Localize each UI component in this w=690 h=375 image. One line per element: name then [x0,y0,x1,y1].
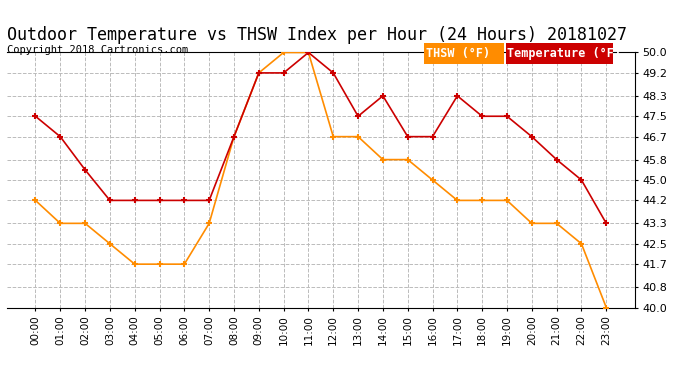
Text: Outdoor Temperature vs THSW Index per Hour (24 Hours) 20181027: Outdoor Temperature vs THSW Index per Ho… [8,26,627,44]
Text: THSW (°F): THSW (°F) [426,47,490,60]
Text: Copyright 2018 Cartronics.com: Copyright 2018 Cartronics.com [7,45,188,55]
Text: Temperature (°F): Temperature (°F) [507,47,621,60]
